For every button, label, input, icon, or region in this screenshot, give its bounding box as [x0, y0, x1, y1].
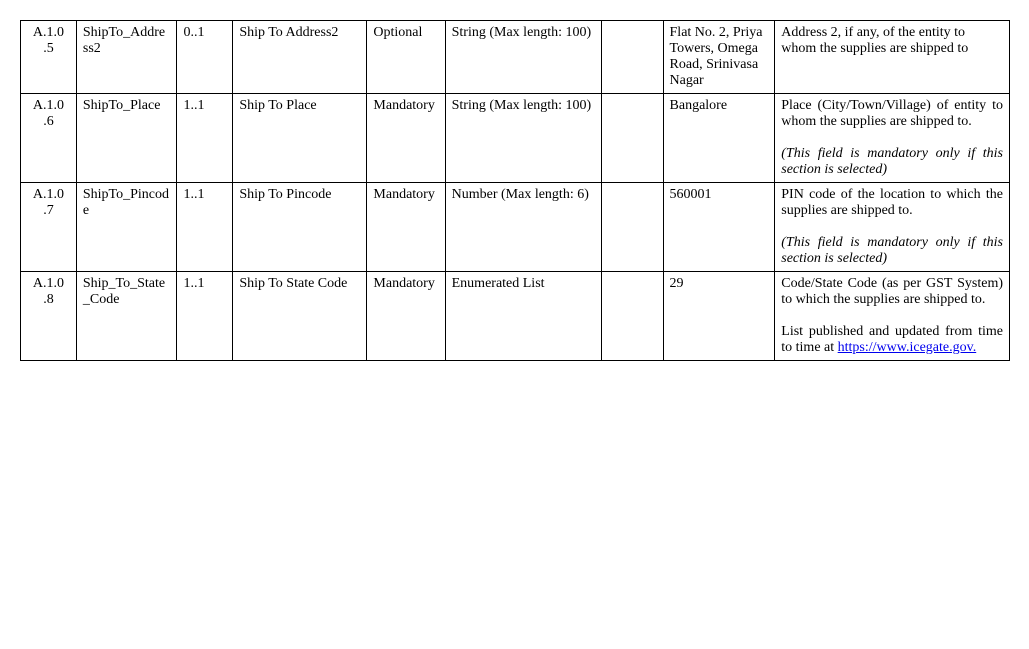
requirement: Optional — [367, 21, 445, 94]
tech-name: ShipTo_Pincode — [76, 183, 177, 272]
example: Flat No. 2, Priya Towers, Omega Road, Sr… — [663, 21, 775, 94]
row-id: A.1.0.6 — [21, 94, 77, 183]
desc-link[interactable]: https://www.icegate.gov. — [838, 340, 977, 355]
tech-name: ShipTo_Place — [76, 94, 177, 183]
tech-name: ShipTo_Address2 — [76, 21, 177, 94]
row-id: A.1.0.8 — [21, 272, 77, 361]
desc-main: Code/State Code (as per GST System) to w… — [781, 276, 1003, 308]
col-blank — [602, 272, 663, 361]
cardinality: 1..1 — [177, 94, 233, 183]
example: 560001 — [663, 183, 775, 272]
example: 29 — [663, 272, 775, 361]
row-id: A.1.0.5 — [21, 21, 77, 94]
description: Address 2, if any, of the entity to whom… — [775, 21, 1010, 94]
row-id: A.1.0.7 — [21, 183, 77, 272]
desc-main: Place (City/Town/Village) of entity to w… — [781, 98, 1003, 130]
example: Bangalore — [663, 94, 775, 183]
display-name: Ship To Address2 — [233, 21, 367, 94]
requirement: Mandatory — [367, 183, 445, 272]
display-name: Ship To Pincode — [233, 183, 367, 272]
cardinality: 1..1 — [177, 183, 233, 272]
description: PIN code of the location to which the su… — [775, 183, 1010, 272]
datatype: String (Max length: 100) — [445, 94, 601, 183]
col-blank — [602, 183, 663, 272]
description: Place (City/Town/Village) of entity to w… — [775, 94, 1010, 183]
cardinality: 0..1 — [177, 21, 233, 94]
datatype: Enumerated List — [445, 272, 601, 361]
requirement: Mandatory — [367, 94, 445, 183]
col-blank — [602, 94, 663, 183]
desc-main: PIN code of the location to which the su… — [781, 187, 1003, 219]
description: Code/State Code (as per GST System) to w… — [775, 272, 1010, 361]
table-row: A.1.0.5ShipTo_Address20..1Ship To Addres… — [21, 21, 1010, 94]
desc-note: (This field is mandatory only if this se… — [781, 235, 1003, 267]
desc-extra: List published and updated from time to … — [781, 324, 1003, 356]
display-name: Ship To State Code — [233, 272, 367, 361]
requirement: Mandatory — [367, 272, 445, 361]
table-row: A.1.0.8Ship_To_State_Code1..1Ship To Sta… — [21, 272, 1010, 361]
desc-note: (This field is mandatory only if this se… — [781, 146, 1003, 178]
table-row: A.1.0.7ShipTo_Pincode1..1Ship To Pincode… — [21, 183, 1010, 272]
tech-name: Ship_To_State_Code — [76, 272, 177, 361]
datatype: String (Max length: 100) — [445, 21, 601, 94]
datatype: Number (Max length: 6) — [445, 183, 601, 272]
display-name: Ship To Place — [233, 94, 367, 183]
spec-table: A.1.0.5ShipTo_Address20..1Ship To Addres… — [20, 20, 1010, 361]
table-row: A.1.0.6ShipTo_Place1..1Ship To PlaceMand… — [21, 94, 1010, 183]
desc-main: Address 2, if any, of the entity to whom… — [781, 25, 1003, 57]
col-blank — [602, 21, 663, 94]
cardinality: 1..1 — [177, 272, 233, 361]
